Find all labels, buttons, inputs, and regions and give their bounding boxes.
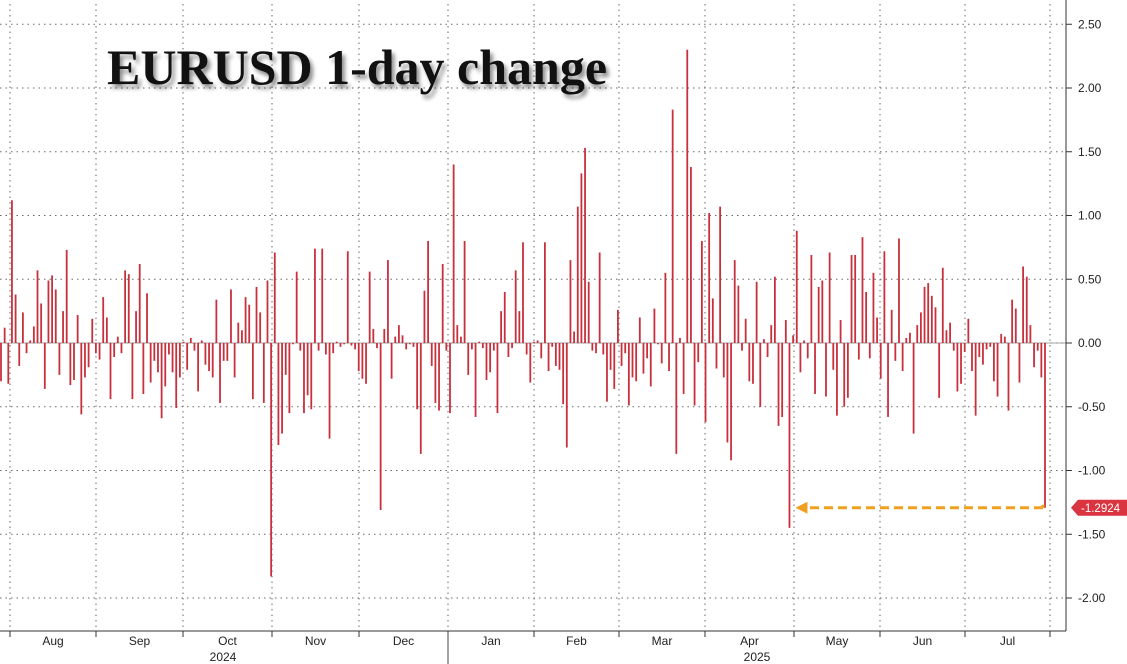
y-tick-label: -2.00	[1078, 591, 1106, 605]
y-axis: 2.50 2.00 1.50 1.00 0.50 0.00 -0.50 -1.00 -1.50 -…	[1065, 0, 1106, 631]
arrow-head	[795, 501, 808, 514]
x-tick-label: Dec	[393, 634, 414, 648]
y-tick-label: 2.00	[1078, 81, 1102, 95]
last-value-label: -1.2924	[1081, 503, 1121, 515]
y-tick-label: -1.50	[1078, 527, 1106, 541]
y-tick-label: 1.00	[1078, 209, 1102, 223]
x-tick-label: May	[826, 634, 849, 648]
x-tick-label: Jul	[1000, 634, 1015, 648]
x-tick-label: Apr	[740, 634, 759, 648]
x-tick-label: Jun	[913, 634, 932, 648]
chart-title: EURUSD 1-day change	[107, 39, 608, 95]
x-tick-label: Oct	[218, 634, 237, 648]
x-tick-label: Feb	[566, 634, 587, 648]
last-value-marker: -1.2924	[1071, 499, 1127, 516]
x-tick-label: Sep	[129, 634, 151, 648]
bar-series	[0, 49, 1046, 577]
x-tick-label: Jan	[481, 634, 500, 648]
y-tick-label: 0.50	[1078, 272, 1102, 286]
x-tick-label: Mar	[652, 634, 673, 648]
gridlines	[0, 4, 1066, 631]
x-axis: Aug Sep Oct Nov Dec Jan Feb Mar Apr May Jun Jul 2024…	[0, 630, 1066, 664]
x-tick-label: Nov	[305, 634, 326, 648]
last-value-tag	[1071, 499, 1127, 516]
y-tick-label: -1.00	[1078, 464, 1106, 478]
year-label: 2025	[744, 650, 771, 664]
x-tick-label: Aug	[42, 634, 63, 648]
y-tick-label: 1.50	[1078, 145, 1102, 159]
y-tick-label: -0.50	[1078, 400, 1106, 414]
annotation-arrow	[795, 501, 1045, 514]
y-tick-label: 2.50	[1078, 17, 1102, 31]
y-tick-label: 0.00	[1078, 336, 1102, 350]
year-label: 2024	[210, 650, 237, 664]
